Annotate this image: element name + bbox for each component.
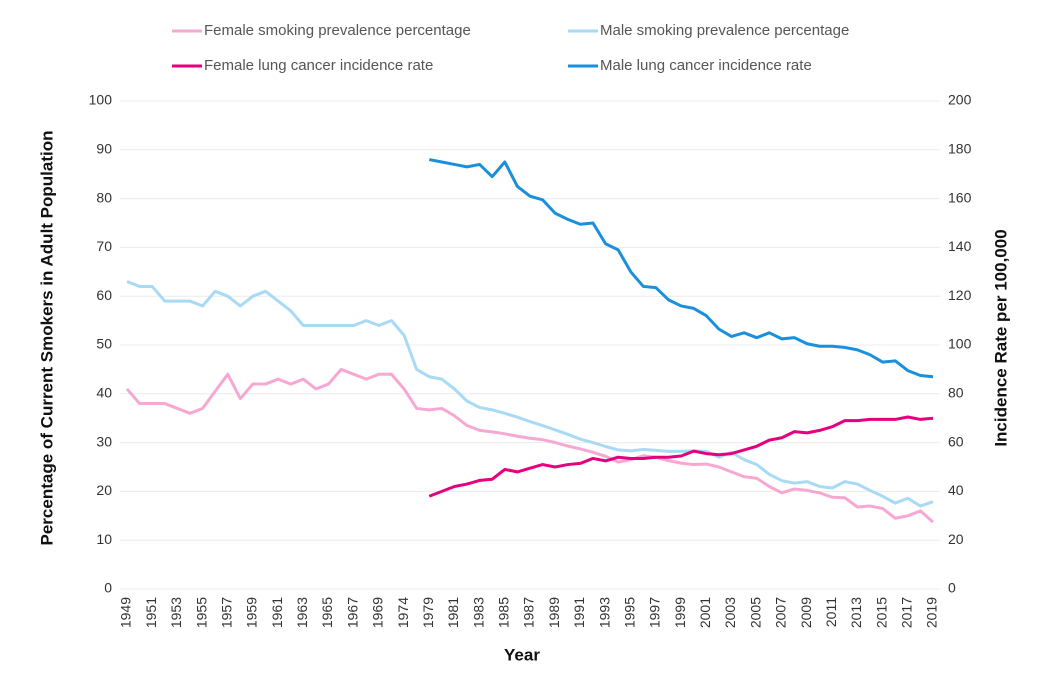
x-tick-label: 1985 (496, 597, 512, 628)
x-tick-label: 1974 (395, 597, 411, 628)
legend-label: Female lung cancer incidence rate (204, 57, 433, 74)
y-tick-label: 60 (96, 287, 112, 303)
x-tick-label: 1999 (672, 597, 688, 628)
x-tick-label: 1959 (244, 597, 260, 628)
y-tick-label: 30 (96, 433, 112, 449)
y-tick-label: 100 (89, 92, 113, 108)
x-tick-label: 2013 (848, 597, 864, 628)
x-tick-label: 2011 (823, 597, 839, 627)
x-tick-label: 1997 (647, 597, 663, 628)
y-tick-label: 50 (96, 336, 112, 352)
x-tick-label: 2019 (924, 597, 940, 628)
y2-tick-label: 140 (948, 238, 972, 254)
y-tick-label: 0 (104, 580, 112, 596)
x-tick-label: 1993 (596, 597, 612, 628)
x-tick-label: 1961 (269, 597, 285, 628)
y-tick-label: 80 (96, 189, 112, 205)
x-tick-label: 1965 (319, 597, 335, 628)
y2-tick-label: 180 (948, 141, 972, 157)
y2-tick-label: 40 (948, 482, 964, 498)
y-tick-label: 20 (96, 482, 112, 498)
series-line (428, 158, 934, 379)
x-tick-label: 1979 (420, 597, 436, 628)
y2-tick-label: 20 (948, 531, 964, 547)
x-tick-label: 1951 (143, 597, 159, 628)
y-tick-label: 10 (96, 531, 112, 547)
y-tick-label: 40 (96, 385, 112, 401)
legend-label: Female smoking prevalence percentage (204, 22, 471, 39)
y2-tick-label: 80 (948, 385, 964, 401)
x-tick-label: 1989 (546, 597, 562, 628)
y-tick-label: 90 (96, 141, 112, 157)
x-tick-label: 1995 (621, 597, 637, 628)
x-tick-label: 2015 (873, 597, 889, 628)
series-line (125, 367, 934, 524)
x-tick-label: 1969 (370, 597, 386, 628)
x-tick-label: 2003 (722, 597, 738, 628)
x-tick-label: 1967 (344, 597, 360, 628)
y2-tick-label: 100 (948, 336, 972, 352)
y2-tick-label: 0 (948, 580, 956, 596)
x-tick-label: 1953 (168, 597, 184, 628)
series-line (126, 280, 934, 508)
x-tick-label: 1991 (571, 597, 587, 628)
x-tick-label: 1957 (218, 597, 234, 628)
legend-label: Male lung cancer incidence rate (600, 57, 812, 74)
x-tick-label: 2005 (747, 597, 763, 628)
y-axis-title: Percentage of Current Smokers in Adult P… (37, 131, 56, 546)
x-tick-label: 2017 (899, 597, 915, 628)
y2-tick-label: 60 (948, 433, 964, 449)
y-tick-label: 70 (96, 238, 112, 254)
x-tick-label: 2001 (697, 597, 713, 628)
y2-tick-label: 120 (948, 287, 972, 303)
y2-tick-label: 160 (948, 189, 972, 205)
series-line (428, 415, 934, 498)
y2-axis-title: Incidence Rate per 100,000 (991, 229, 1010, 446)
x-tick-label: 1981 (445, 597, 461, 628)
x-tick-label: 1983 (470, 597, 486, 628)
y2-tick-label: 200 (948, 92, 972, 108)
x-tick-label: 1949 (118, 597, 134, 628)
x-tick-label: 1963 (294, 597, 310, 628)
x-tick-label: 2007 (773, 597, 789, 628)
x-tick-label: 2009 (798, 597, 814, 628)
x-axis-title: Year (504, 645, 540, 664)
x-tick-label: 1987 (521, 597, 537, 628)
legend-label: Male smoking prevalence percentage (600, 22, 849, 39)
x-tick-label: 1955 (193, 597, 209, 628)
